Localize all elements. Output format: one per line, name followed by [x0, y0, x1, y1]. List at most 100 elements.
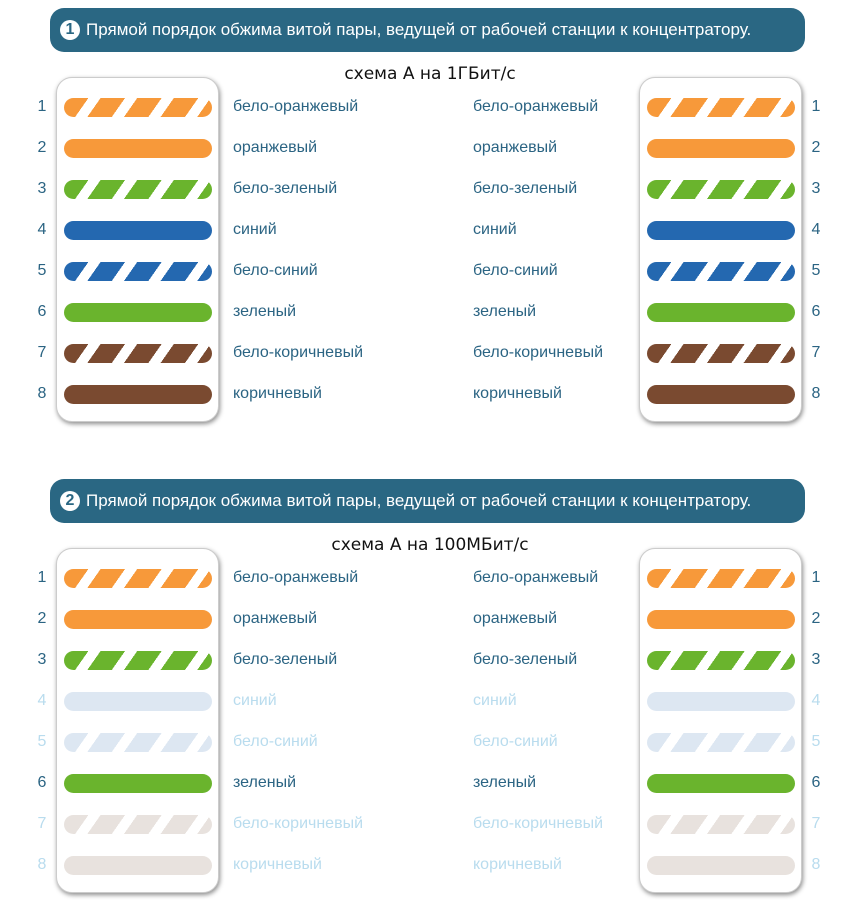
pin-number-right: 1 [811, 569, 821, 586]
pin-number-left: 5 [37, 733, 47, 750]
pin-number-right: 2 [811, 139, 821, 156]
wire-label-right: оранжевый [473, 139, 558, 156]
wire-left [64, 569, 212, 588]
pin-number-right: 8 [811, 856, 821, 873]
wire-label-right: синий [473, 692, 517, 709]
pin-number-right: 7 [811, 344, 821, 361]
wire-label-left: синий [233, 692, 277, 709]
wire-label-right: зеленый [473, 303, 537, 320]
wire-label-left: бело-оранжевый [233, 98, 359, 115]
wire-right [647, 385, 795, 404]
wire-label-left: бело-коричневый [233, 344, 364, 361]
wire-right [647, 856, 795, 875]
wire-label-right: бело-зеленый [473, 180, 578, 197]
wire-label-right: коричневый [473, 856, 562, 873]
wire-label-left: бело-зеленый [233, 651, 338, 668]
pin-number-right: 3 [811, 180, 821, 197]
wire-left [64, 344, 212, 363]
wire-left [64, 856, 212, 875]
section-banner: 1 Прямой порядок обжима витой пары, ведущ… [50, 8, 805, 52]
pin-number-left: 4 [37, 221, 47, 238]
wire-label-left: синий [233, 221, 277, 238]
pin-number-left: 3 [37, 180, 47, 197]
wire-label-right: бело-зеленый [473, 651, 578, 668]
wire-left [64, 610, 212, 629]
wire-right [647, 139, 795, 158]
wire-label-left: бело-оранжевый [233, 569, 359, 586]
wire-left [64, 692, 212, 711]
pin-number-left: 6 [37, 774, 47, 791]
pin-number-right: 5 [811, 733, 821, 750]
wire-right [647, 692, 795, 711]
banner-title: Прямой порядок обжима витой пары, ведуще… [86, 20, 752, 39]
pin-number-right: 8 [811, 385, 821, 402]
pin-number-left: 7 [37, 344, 47, 361]
pin-number-left: 8 [37, 385, 47, 402]
left-connector-panel [56, 548, 219, 893]
wire-label-left: зеленый [233, 303, 297, 320]
wire-label-left: бело-зеленый [233, 180, 338, 197]
wire-label-left: коричневый [233, 856, 322, 873]
wire-right [647, 262, 795, 281]
wire-right [647, 344, 795, 363]
pin-number-left: 4 [37, 692, 47, 709]
wire-label-right: бело-синий [473, 733, 558, 750]
pin-number-right: 7 [811, 815, 821, 832]
pin-number-left: 1 [37, 98, 47, 115]
scheme-caption: схема А на 1ГБит/с [344, 64, 516, 84]
wire-label-right: коричневый [473, 385, 562, 402]
pin-number-right: 1 [811, 98, 821, 115]
pin-number-right: 4 [811, 692, 821, 709]
banner-title: Прямой порядок обжима витой пары, ведуще… [86, 491, 752, 510]
wire-right [647, 651, 795, 670]
pin-number-left: 3 [37, 651, 47, 668]
wire-right [647, 610, 795, 629]
wire-left [64, 221, 212, 240]
left-connector-panel [56, 77, 219, 422]
pin-number-left: 5 [37, 262, 47, 279]
wire-left [64, 733, 212, 752]
pin-number-right: 3 [811, 651, 821, 668]
wire-label-left: оранжевый [233, 610, 318, 627]
wire-left [64, 98, 212, 117]
wire-right [647, 774, 795, 793]
wire-label-left: бело-синий [233, 262, 318, 279]
step-number-badge: 2 [60, 491, 80, 511]
scheme-caption: схема А на 100МБит/с [331, 535, 529, 555]
wire-label-right: синий [473, 221, 517, 238]
wire-right [647, 733, 795, 752]
pin-number-left: 2 [37, 610, 47, 627]
pin-number-right: 5 [811, 262, 821, 279]
wire-label-left: оранжевый [233, 139, 318, 156]
pin-number-right: 6 [811, 774, 821, 791]
wire-left [64, 303, 212, 322]
wire-right [647, 221, 795, 240]
pin-number-left: 6 [37, 303, 47, 320]
pin-number-left: 2 [37, 139, 47, 156]
wire-right [647, 303, 795, 322]
right-connector-panel [639, 77, 802, 422]
wire-label-left: бело-синий [233, 733, 318, 750]
wire-left [64, 139, 212, 158]
pin-number-left: 7 [37, 815, 47, 832]
pin-number-right: 2 [811, 610, 821, 627]
wire-right [647, 569, 795, 588]
wire-label-right: бело-синий [473, 262, 558, 279]
wire-left [64, 180, 212, 199]
wire-label-right: бело-оранжевый [473, 98, 599, 115]
wire-label-left: бело-коричневый [233, 815, 364, 832]
wire-label-left: зеленый [233, 774, 297, 791]
pin-number-right: 4 [811, 221, 821, 238]
section-banner: 2 Прямой порядок обжима витой пары, ведущ… [50, 479, 805, 523]
wire-left [64, 385, 212, 404]
wire-left [64, 262, 212, 281]
right-connector-panel [639, 548, 802, 893]
wire-label-right: зеленый [473, 774, 537, 791]
wire-right [647, 815, 795, 834]
wire-label-right: бело-коричневый [473, 344, 604, 361]
pin-number-right: 6 [811, 303, 821, 320]
wire-left [64, 774, 212, 793]
step-number-badge: 1 [60, 20, 80, 40]
wire-label-right: бело-оранжевый [473, 569, 599, 586]
wire-label-left: коричневый [233, 385, 322, 402]
